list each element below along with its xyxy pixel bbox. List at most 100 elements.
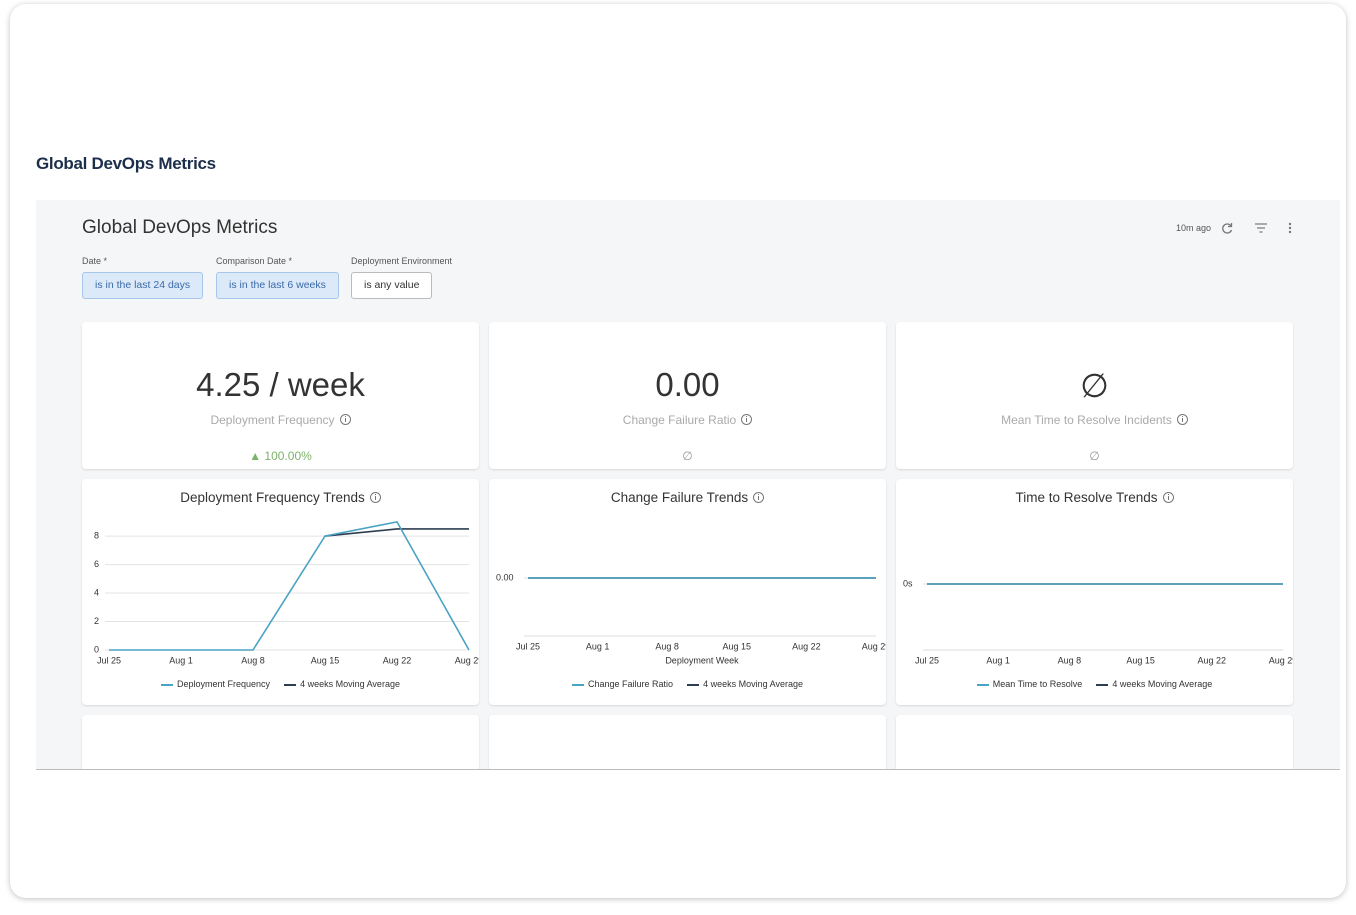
legend-label: Mean Time to Resolve [992,679,1083,689]
page-title: Global DevOps Metrics [36,154,216,173]
filter-label: Comparison Date * [216,256,293,266]
y-tick-label: 6 [94,559,99,569]
menu-icon[interactable] [1288,222,1292,234]
filter: Date * is in the last 24 days [82,256,204,299]
x-tick-label: Aug 15 [1126,655,1155,665]
y-tick-label: 0 [94,644,99,654]
toolbar-icons [1222,222,1292,234]
kpi-value: 4.25 / week [196,366,365,403]
x-tick-label: Aug 15 [311,655,340,665]
filter-icon[interactable] [1255,223,1267,233]
x-tick-label: Aug 15 [723,641,752,651]
filter-label: Date * [82,256,108,266]
card [896,715,1293,769]
info-icon [753,491,765,503]
x-tick-label: Jul 25 [97,655,121,665]
info-icon [1162,491,1174,503]
series-line [324,528,469,537]
kpi-tile: 0.00 Change Failure Ratio ∅ [489,322,886,469]
x-axis-title: Deployment Week [665,655,739,665]
legend-item: 4 weeks Moving Average [687,679,803,689]
legend-item: Change Failure Ratio [572,679,673,689]
dashboard: Global DevOps Metrics 10m ago Date * is i… [36,200,1340,770]
info-icon [1176,414,1188,426]
chart: 0s Jul 25 Aug 1 Aug 8 Aug 15 Aug 22 Aug 29 [903,578,1293,665]
kpi-value: 0.00 [655,366,720,403]
y-tick-label: 2 [94,616,99,626]
kpi-label: Change Failure Ratio [622,413,737,427]
legend-label: Deployment Frequency [177,679,271,689]
x-tick-label: Aug 1 [586,641,610,651]
chart-title-row: Deployment Frequency Trends [82,490,479,505]
legend-item: Mean Time to Resolve [976,679,1083,689]
legend-swatch [687,683,700,686]
y-tick-label: 0s [903,578,913,588]
x-tick-label: Aug 8 [655,641,679,651]
y-tick-label: 0.00 [496,572,514,582]
kpi-label-row: Change Failure Ratio [489,413,886,427]
legend-swatch [1096,683,1109,686]
kpi-tile: 4.25 / week Deployment Frequency ▲ 100.00% [82,322,479,469]
filter: Deployment Environment is any value [351,256,452,299]
kpi-value: ∅ [1080,367,1109,404]
x-tick-label: Aug 22 [383,655,412,665]
info-icon [369,491,381,503]
kpi-change: ∅ [682,449,693,463]
chart-title-row: Change Failure Trends [489,490,886,505]
kpi-tile: ∅ Mean Time to Resolve Incidents ∅ [896,322,1293,469]
dashboard-title: Global DevOps Metrics [82,217,278,238]
legend-label: 4 weeks Moving Average [1112,679,1213,689]
legend: Deployment Frequency 4 weeks Moving Avera… [82,679,479,689]
legend-item: 4 weeks Moving Average [284,679,400,689]
x-tick-label: Aug 22 [1198,655,1227,665]
legend-label: 4 weeks Moving Average [300,679,400,689]
filter-button[interactable]: is in the last 24 days [82,272,204,299]
chart-title-row: Time to Resolve Trends [896,490,1293,505]
x-tick-label: Aug 22 [792,641,821,651]
refresh-icon[interactable] [1222,223,1233,234]
legend: Change Failure Ratio 4 weeks Moving Avera… [489,679,886,689]
legend-label: 4 weeks Moving Average [703,679,803,689]
info-icon [339,414,351,426]
legend: Mean Time to Resolve 4 weeks Moving Avera… [896,679,1293,689]
kpi-label: Deployment Frequency [210,413,335,427]
legend-label: Change Failure Ratio [588,679,674,689]
y-tick-label: 4 [94,587,99,597]
x-tick-label: Aug 1 [169,655,193,665]
card [82,715,479,769]
x-tick-label: Jul 25 [915,655,939,665]
legend-item: 4 weeks Moving Average [1096,679,1212,689]
x-tick-label: Aug 8 [241,655,265,665]
x-tick-label: Aug 29 [1269,655,1293,665]
filter-label: Deployment Environment [351,256,453,266]
chart-card: Change Failure Trends 0.00 Jul 25 Aug 1 Aug … [489,479,886,705]
legend-swatch [572,683,585,686]
chart-title: Time to Resolve Trends [1015,490,1158,505]
legend-item: Deployment Frequency [161,679,270,689]
x-tick-label: Aug 29 [862,641,886,651]
kpi-change: ▲ 100.00% [249,449,312,463]
info-icon [741,414,753,426]
legend-swatch [161,683,174,686]
series-line [109,520,470,651]
legend-swatch [976,683,989,686]
kpi-change: ∅ [1089,449,1100,463]
x-tick-label: Aug 8 [1058,655,1082,665]
chart: 0 2 4 6 8 Jul 25 Aug 1 Aug 8 Aug 15 Aug 22 Aug 29 [94,520,479,665]
window: Global DevOps Metrics Global DevOps Metr… [10,4,1346,898]
kpi-label-row: Deployment Frequency [82,413,479,427]
filter-button[interactable]: is in the last 6 weeks [216,272,339,299]
updated-time: 10m ago [1176,223,1212,233]
chart-title: Change Failure Trends [610,490,749,505]
chart-card: Deployment Frequency Trends 0 2 4 6 8 Jul 25 Au… [82,479,479,705]
filter-button[interactable]: is any value [351,272,433,299]
legend-swatch [284,683,297,686]
chart: 0.00 Jul 25 Aug 1 Aug 8 Aug 15 Aug 22 Aug 29 De… [496,572,886,665]
x-tick-label: Jul 25 [516,641,540,651]
x-tick-label: Aug 29 [455,655,479,665]
chart-card: Time to Resolve Trends 0s Jul 25 Aug 1 Aug 8… [896,479,1293,705]
kpi-label-row: Mean Time to Resolve Incidents [896,413,1293,427]
kpi-label: Mean Time to Resolve Incidents [1001,413,1172,427]
x-tick-label: Aug 1 [986,655,1010,665]
chart-title: Deployment Frequency Trends [180,490,365,505]
